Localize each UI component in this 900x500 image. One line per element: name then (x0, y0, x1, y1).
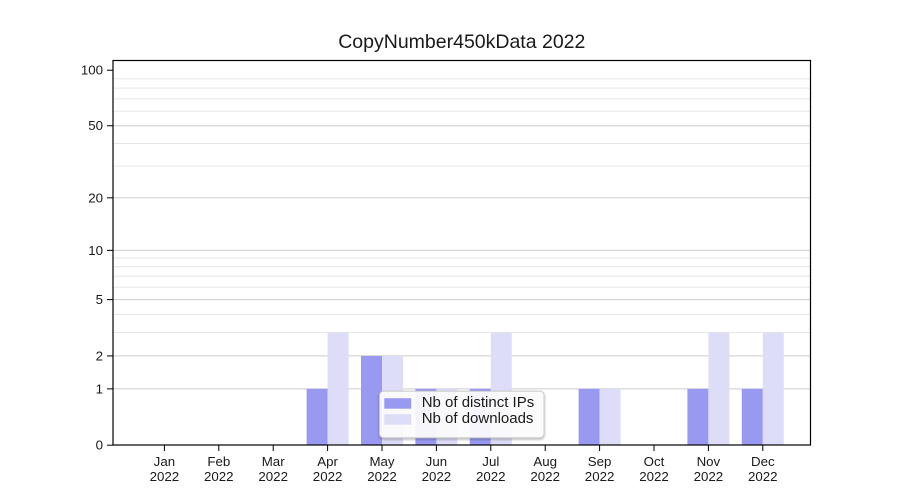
svg-text:10: 10 (88, 243, 103, 258)
svg-text:2022: 2022 (204, 469, 234, 484)
svg-text:Jan: Jan (154, 454, 175, 469)
svg-text:2022: 2022 (422, 469, 452, 484)
svg-text:100: 100 (81, 63, 103, 78)
svg-text:Nov: Nov (697, 454, 721, 469)
svg-text:Mar: Mar (262, 454, 285, 469)
svg-text:2022: 2022 (313, 469, 343, 484)
svg-text:2022: 2022 (639, 469, 669, 484)
svg-text:Dec: Dec (751, 454, 775, 469)
svg-text:20: 20 (88, 190, 103, 205)
svg-text:50: 50 (88, 118, 103, 133)
svg-text:Aug: Aug (533, 454, 557, 469)
svg-text:Jun: Jun (426, 454, 447, 469)
svg-text:Jul: Jul (482, 454, 499, 469)
svg-text:Nb of distinct IPs: Nb of distinct IPs (422, 394, 535, 411)
svg-text:2022: 2022 (748, 469, 778, 484)
svg-text:2022: 2022 (258, 469, 288, 484)
svg-text:2022: 2022 (694, 469, 724, 484)
svg-text:2022: 2022 (476, 469, 506, 484)
svg-text:Feb: Feb (207, 454, 230, 469)
svg-text:Nb of downloads: Nb of downloads (422, 410, 534, 427)
svg-text:5: 5 (96, 292, 103, 307)
svg-text:May: May (369, 454, 394, 469)
svg-text:2022: 2022 (150, 469, 180, 484)
svg-text:Oct: Oct (644, 454, 665, 469)
svg-text:1: 1 (96, 381, 103, 396)
svg-text:0: 0 (96, 438, 103, 453)
svg-text:2022: 2022 (530, 469, 560, 484)
svg-text:2022: 2022 (367, 469, 397, 484)
svg-text:Apr: Apr (317, 454, 338, 469)
svg-text:2: 2 (96, 348, 103, 363)
svg-text:2022: 2022 (585, 469, 615, 484)
svg-text:CopyNumber450kData 2022: CopyNumber450kData 2022 (338, 31, 585, 53)
svg-text:Sep: Sep (588, 454, 612, 469)
